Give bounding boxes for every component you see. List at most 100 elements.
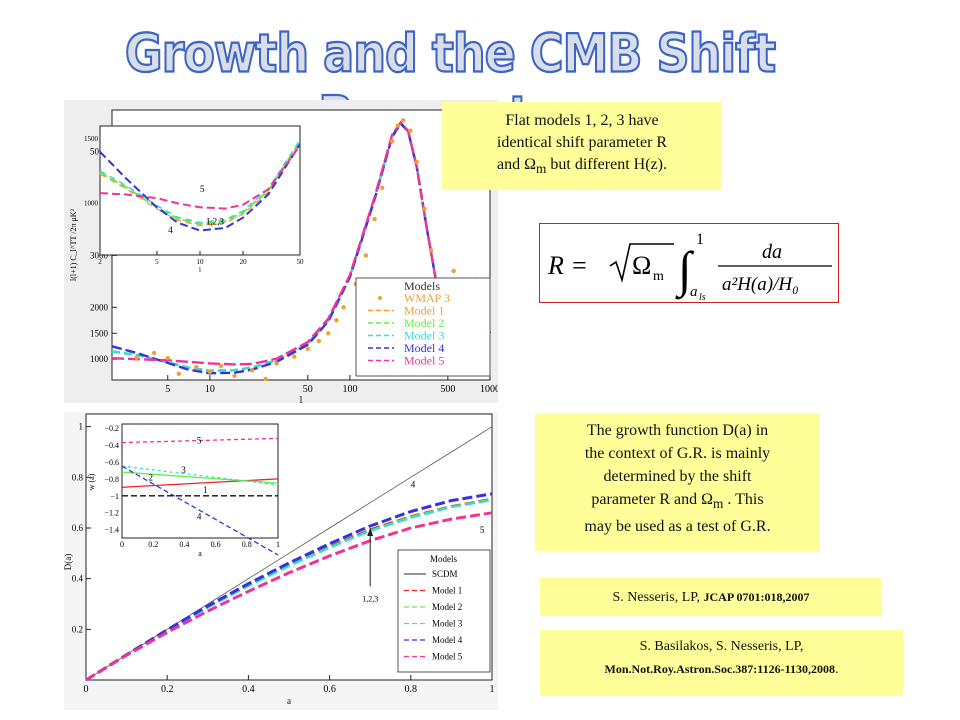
y-tick-label: 3000: [90, 250, 109, 260]
legend-label: WMAP 3: [404, 291, 450, 305]
ref-tail: .: [834, 662, 839, 677]
inset-x-tick-label: 2: [98, 258, 102, 266]
x-tick-label: 1: [490, 684, 495, 695]
inset-x-tick-label: 50: [297, 258, 305, 266]
inset-series-line: [121, 465, 279, 556]
wmap3-point: [176, 371, 182, 376]
note-line: the context of G.R. is mainly: [584, 445, 771, 462]
inset-series-line: [99, 143, 301, 232]
annotation-arrowhead: [367, 528, 374, 536]
legend-label: Model 2: [404, 316, 444, 330]
wmap3-point: [414, 159, 419, 165]
inset-y-tick-label: −1: [110, 492, 119, 501]
formula-denominator: a²H(a)/H₀: [722, 274, 799, 295]
y-tick-label: 0.4: [72, 574, 84, 584]
inset-series-line: [99, 144, 301, 210]
inset-annotation: 4: [168, 225, 173, 235]
inset-y-tick-label: 1500: [84, 135, 99, 143]
legend-label: Model 3: [432, 619, 463, 629]
wmap3-point: [428, 247, 434, 253]
y-tick-label: 0.8: [72, 472, 84, 482]
wmap3-point: [422, 206, 427, 211]
legend-label: Model 5: [404, 354, 444, 368]
note-line: Flat models 1, 2, 3 have: [505, 112, 659, 129]
x-tick-label: 0.8: [405, 684, 418, 695]
note-text: . This: [723, 491, 764, 508]
wmap3-point: [372, 216, 377, 222]
inset-x-tick-label: 20: [240, 258, 248, 266]
inset-y-tick-label: −0.8: [104, 475, 119, 484]
cmb-spectrum-chart: 5 10 50 100 500 1000 1000 1500 2000 3000 5000 l l(l+…: [64, 100, 500, 406]
annotation-models-123: 1,2,3: [362, 594, 378, 603]
legend-label: Model 1: [432, 586, 462, 596]
series-line-model-4: [85, 492, 493, 682]
inset-series-line: [121, 478, 279, 488]
wmap3-point: [395, 123, 401, 128]
legend-label: SCDM: [432, 569, 458, 579]
wmap3-point: [165, 355, 170, 361]
wmap3-point: [232, 373, 237, 379]
inset-y-tick-label: 1000: [84, 199, 99, 207]
y-tick-label: 5000: [90, 147, 109, 157]
inset-annotation: 5: [197, 435, 202, 445]
wmap3-point: [305, 346, 310, 352]
inset-x-tick-label: 1: [276, 540, 280, 549]
x-axis-label: a: [287, 696, 291, 706]
x-tick-label: 50: [303, 384, 313, 395]
cmb-spectrum-svg: 5 10 50 100 500 1000 1000 1500 2000 3000 5000 l l(l+…: [69, 109, 500, 406]
inset-x-axis-label: l: [199, 266, 201, 274]
y-tick-label: 0.2: [72, 624, 83, 634]
x-tick-label: 5: [165, 384, 170, 395]
inset-x-tick-label: 5: [155, 258, 159, 266]
y-tick-label: 1000: [90, 354, 109, 364]
x-tick-label: 0.4: [242, 684, 255, 695]
formula-omega: Ω: [632, 251, 651, 280]
y-tick-label: 0.6: [72, 523, 84, 533]
formula-omega-sub: m: [653, 269, 664, 284]
inset-x-tick-label: 10: [197, 258, 205, 266]
note-line: determined by the shift: [603, 468, 752, 485]
inset-series-line: [121, 471, 279, 484]
inset-annotation: 1,2,3: [206, 217, 225, 227]
ref-authors: S. Basilakos, S. Nesseris, LP,: [639, 639, 804, 654]
y-tick-label: 1500: [90, 328, 109, 338]
inset-x-tick-label: 0.4: [179, 540, 189, 549]
note-text: but different H(z).: [546, 156, 667, 173]
legend-label: Model 4: [404, 341, 444, 355]
wmap3-point: [134, 355, 139, 360]
growth-function-chart: 0 0.2 0.4 0.6 0.8 1 0.2 0.4 0.6 0.8 1 a D(a) 4 5 1,2,3 0…: [63, 412, 498, 710]
wmap3-point: [326, 331, 331, 336]
annotation-model-4: 4: [411, 479, 416, 489]
inset-y-tick-label: −1.2: [104, 509, 119, 518]
wmap3-point: [151, 350, 157, 356]
growth-function-svg: 0 0.2 0.4 0.6 0.8 1 0.2 0.4 0.6 0.8 1 a D(a) 4 5 1,2,3 0…: [63, 413, 495, 706]
formula-lower: a: [690, 284, 698, 300]
legend-box: [397, 549, 491, 673]
reference-jcap: S. Nesseris, LP, JCAP 0701:018,2007: [540, 578, 882, 616]
annotation-model-5: 5: [480, 525, 485, 535]
growth-note: The growth function D(a) in the context …: [535, 413, 820, 551]
legend-label: Model 5: [432, 652, 463, 662]
note-text: parameter R and Ω: [591, 491, 714, 508]
legend-box: [355, 277, 491, 377]
inset-series-line: [99, 142, 301, 227]
inset-annotation: 4: [197, 511, 202, 521]
ref-journal: Mon.Not.Roy.Astron.Soc.387:1126-1130,200…: [604, 662, 835, 676]
x-tick-label: 0.6: [323, 684, 336, 695]
note-text: and Ω: [497, 156, 537, 173]
wmap3-point: [408, 128, 413, 133]
inset-x-tick-label: 0.2: [148, 540, 158, 549]
wmap3-point: [334, 318, 339, 323]
inset-series-line: [121, 437, 279, 444]
legend-label: Model 3: [404, 329, 444, 343]
wmap3-point: [451, 268, 456, 274]
wmap3-point: [263, 376, 268, 382]
wmap3-point: [292, 354, 297, 359]
series-line-model-5: [85, 511, 493, 682]
wmap3-point: [207, 369, 213, 374]
inset-annotation: 1: [203, 485, 208, 495]
inset-series-line: [121, 465, 279, 486]
x-tick-label: 0: [84, 684, 89, 695]
wmap3-point: [341, 305, 346, 310]
inset-series-line: [99, 140, 301, 226]
